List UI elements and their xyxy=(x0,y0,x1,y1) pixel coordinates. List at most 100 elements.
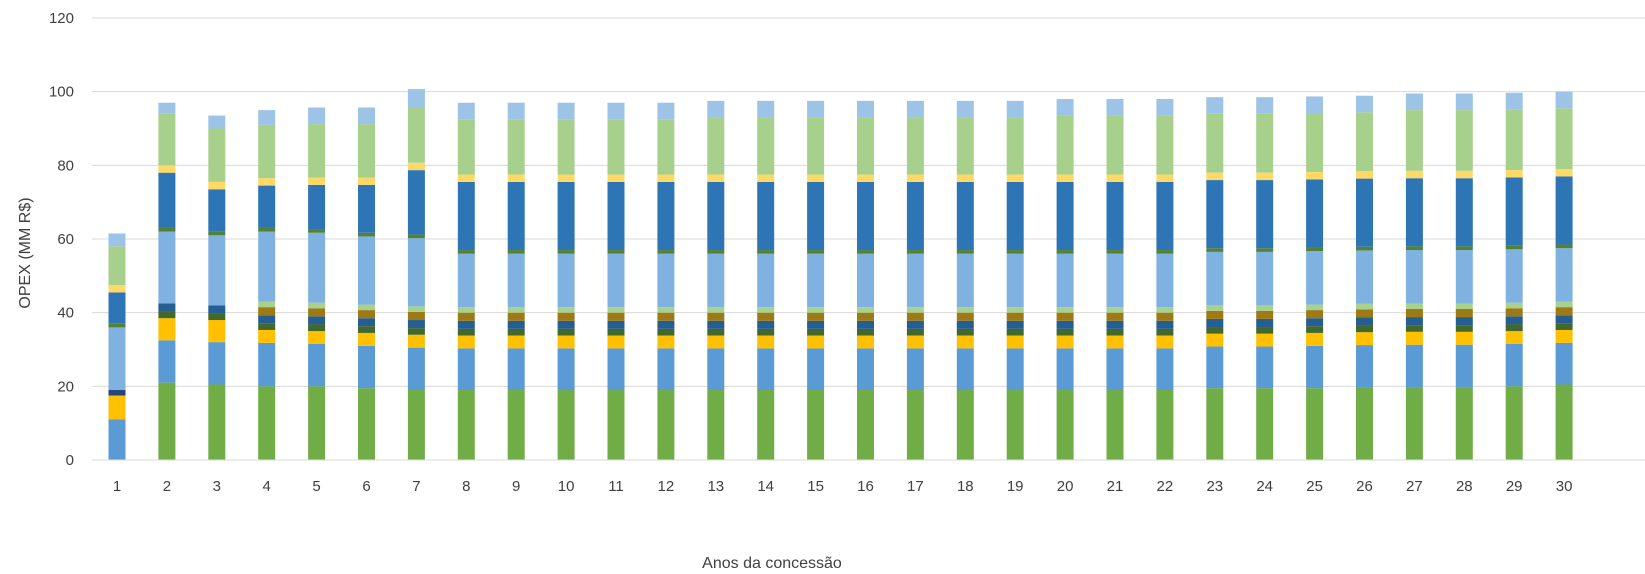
bar-segment xyxy=(1405,110,1423,171)
bar-segment xyxy=(507,181,525,251)
x-axis-tick-labels: 1 2 3 4 5 6 7 8 9 10 11 12 13 14 15 16 17 18 19 20 21 22 23 24 2… xyxy=(113,478,1573,495)
bar-segment xyxy=(1356,309,1373,318)
bar-segment xyxy=(956,307,974,313)
bar-segment xyxy=(1505,249,1523,303)
bar-segment xyxy=(457,348,475,391)
bar-segment xyxy=(657,328,675,336)
bar-segment xyxy=(457,312,475,321)
bar-segment xyxy=(407,238,425,307)
bar-segment xyxy=(507,174,525,182)
bar-segment xyxy=(258,124,276,179)
x-tick-label: 16 xyxy=(857,478,874,495)
bar-stack xyxy=(358,107,375,460)
x-tick-label: 10 xyxy=(558,478,575,495)
bar-segment xyxy=(258,110,276,125)
bar-segment xyxy=(1555,108,1573,170)
bar-segment xyxy=(807,100,825,118)
bar-segment xyxy=(757,250,775,254)
bar-segment xyxy=(1006,335,1024,349)
bar-segment xyxy=(158,311,176,319)
bar-segment xyxy=(1156,390,1174,460)
bar-stack xyxy=(607,102,625,460)
bar-segment xyxy=(757,100,775,118)
bar-segment xyxy=(657,181,675,251)
bar-segment xyxy=(1455,250,1473,304)
bar-segment xyxy=(258,301,276,308)
bar-segment xyxy=(407,234,425,239)
bar-segment xyxy=(557,174,575,182)
bar-segment xyxy=(807,250,825,254)
bar-stack xyxy=(1455,93,1473,460)
bar-segment xyxy=(507,312,525,321)
bar-segment xyxy=(1056,348,1074,391)
bar-stack xyxy=(857,100,874,460)
bar-segment xyxy=(258,227,276,232)
bar-segment xyxy=(1106,312,1124,321)
bar-segment xyxy=(1256,172,1274,181)
bar-segment xyxy=(707,335,725,349)
x-tick-label: 5 xyxy=(312,478,320,495)
x-tick-label: 13 xyxy=(707,478,724,495)
bar-segment xyxy=(1306,326,1324,333)
bar-segment xyxy=(1555,176,1573,245)
x-tick-label: 18 xyxy=(957,478,974,495)
x-tick-label: 28 xyxy=(1456,478,1473,495)
bar-segment xyxy=(258,185,276,228)
bar-segment xyxy=(258,231,276,302)
bar-segment xyxy=(208,305,226,314)
bar-segment xyxy=(607,181,625,251)
bar-segment xyxy=(108,419,126,460)
bar-segment xyxy=(407,328,425,335)
bar-segment xyxy=(1555,342,1573,385)
y-axis-tick-labels: 0 20 40 60 80 100 120 xyxy=(49,10,74,469)
bar-segment xyxy=(208,115,226,129)
bar-segment xyxy=(707,320,725,329)
bar-segment xyxy=(1106,253,1124,308)
bar-segment xyxy=(1555,169,1573,177)
bar-segment xyxy=(857,253,874,308)
bar-segment xyxy=(607,102,625,120)
bar-segment xyxy=(1206,327,1224,334)
bar-segment xyxy=(1306,247,1324,252)
bar-stack xyxy=(507,102,525,460)
bar-segment xyxy=(607,250,625,254)
bar-segment xyxy=(906,100,924,118)
bar-segment xyxy=(507,348,525,391)
bar-segment xyxy=(657,390,675,460)
stacked-bars xyxy=(108,89,1573,460)
bar-segment xyxy=(707,100,725,118)
bar-segment xyxy=(857,390,874,460)
bar-segment xyxy=(158,303,176,312)
bar-segment xyxy=(208,128,226,182)
bar-stack xyxy=(557,102,575,460)
bar-segment xyxy=(807,328,825,336)
bar-segment xyxy=(1256,251,1274,306)
bar-segment xyxy=(1306,251,1324,305)
bar-segment xyxy=(1505,302,1523,309)
bar-segment xyxy=(308,386,326,460)
bar-segment xyxy=(906,117,924,175)
bar-segment xyxy=(308,107,326,125)
bar-segment xyxy=(807,390,825,460)
bar-segment xyxy=(657,320,675,329)
bar-segment xyxy=(607,253,625,308)
bar-segment xyxy=(906,348,924,391)
bar-segment xyxy=(158,231,176,304)
bar-segment xyxy=(757,307,775,313)
bar-segment xyxy=(906,250,924,254)
bar-segment xyxy=(1256,310,1274,319)
bar-segment xyxy=(707,328,725,336)
bar-segment xyxy=(1106,115,1124,175)
bar-segment xyxy=(308,232,326,303)
bar-segment xyxy=(707,348,725,391)
bar-stack xyxy=(158,102,176,460)
bar-segment xyxy=(1405,178,1423,247)
bar-segment xyxy=(1006,390,1024,460)
bar-segment xyxy=(1356,325,1373,333)
bar-segment xyxy=(956,390,974,460)
bar-segment xyxy=(308,308,326,317)
bar-segment xyxy=(1356,171,1373,179)
bar-segment xyxy=(1505,316,1523,325)
bar-segment xyxy=(1056,335,1074,349)
bar-segment xyxy=(557,307,575,313)
